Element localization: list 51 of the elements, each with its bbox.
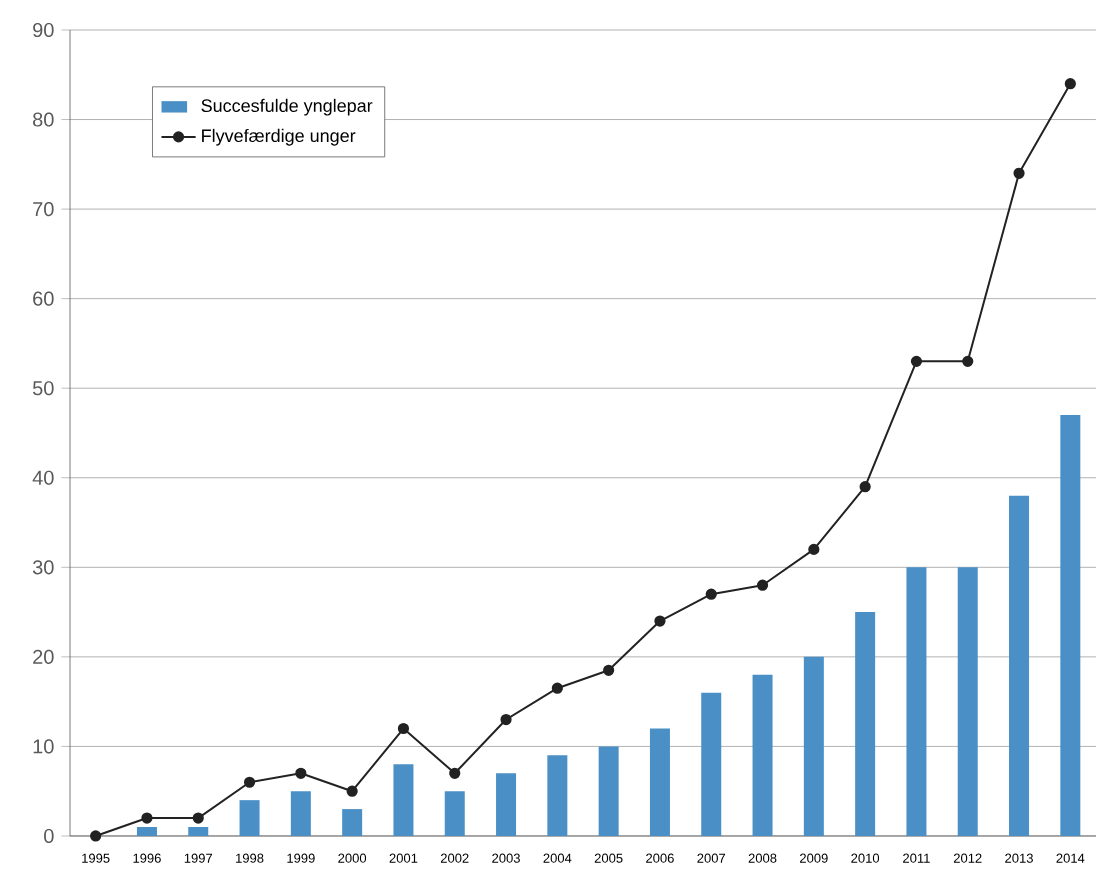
y-tick-label: 60 <box>33 291 54 306</box>
y-tick-label: 40 <box>32 470 54 485</box>
point <box>449 767 461 779</box>
point <box>243 776 256 788</box>
bar <box>136 827 157 836</box>
point <box>192 812 204 824</box>
y-tick-label: 0 <box>44 828 54 844</box>
bar <box>239 800 260 836</box>
point <box>705 588 717 600</box>
bar <box>496 773 517 836</box>
bar <box>701 692 722 836</box>
point <box>397 722 410 735</box>
bar <box>957 567 978 836</box>
bar <box>1009 495 1030 836</box>
y-tick-label: 90 <box>33 22 54 38</box>
bar <box>290 791 311 836</box>
point <box>962 355 974 367</box>
y-tick-label: 80 <box>33 112 54 127</box>
bar <box>752 674 773 836</box>
y-tick-label: 30 <box>32 560 54 575</box>
point <box>808 543 820 555</box>
point <box>90 830 102 842</box>
y-tick-label: 10 <box>33 739 54 754</box>
bar <box>1060 415 1081 836</box>
bar <box>649 728 670 836</box>
bar <box>342 809 363 836</box>
bar <box>855 612 876 836</box>
y-tick-label: 50 <box>32 381 54 396</box>
point <box>346 785 358 797</box>
point <box>859 481 871 493</box>
bar <box>188 827 209 836</box>
point <box>141 812 153 824</box>
y-tick-label: 20 <box>33 649 54 664</box>
point <box>295 767 307 779</box>
point <box>551 682 563 694</box>
point <box>654 615 666 627</box>
point <box>910 355 923 367</box>
legend-label: Succesfulde ynglepar <box>201 98 373 116</box>
bar <box>803 656 824 836</box>
point <box>500 713 512 726</box>
bar <box>906 567 927 836</box>
bar <box>547 755 568 836</box>
point <box>756 579 769 591</box>
bar <box>598 746 619 836</box>
bar <box>393 764 414 836</box>
y-tick-label: 70 <box>33 202 54 217</box>
point <box>1013 167 1025 179</box>
legend-label: Flyvefærdige unger <box>202 128 356 146</box>
point <box>1064 78 1076 90</box>
point <box>603 664 615 676</box>
bar <box>444 791 465 836</box>
